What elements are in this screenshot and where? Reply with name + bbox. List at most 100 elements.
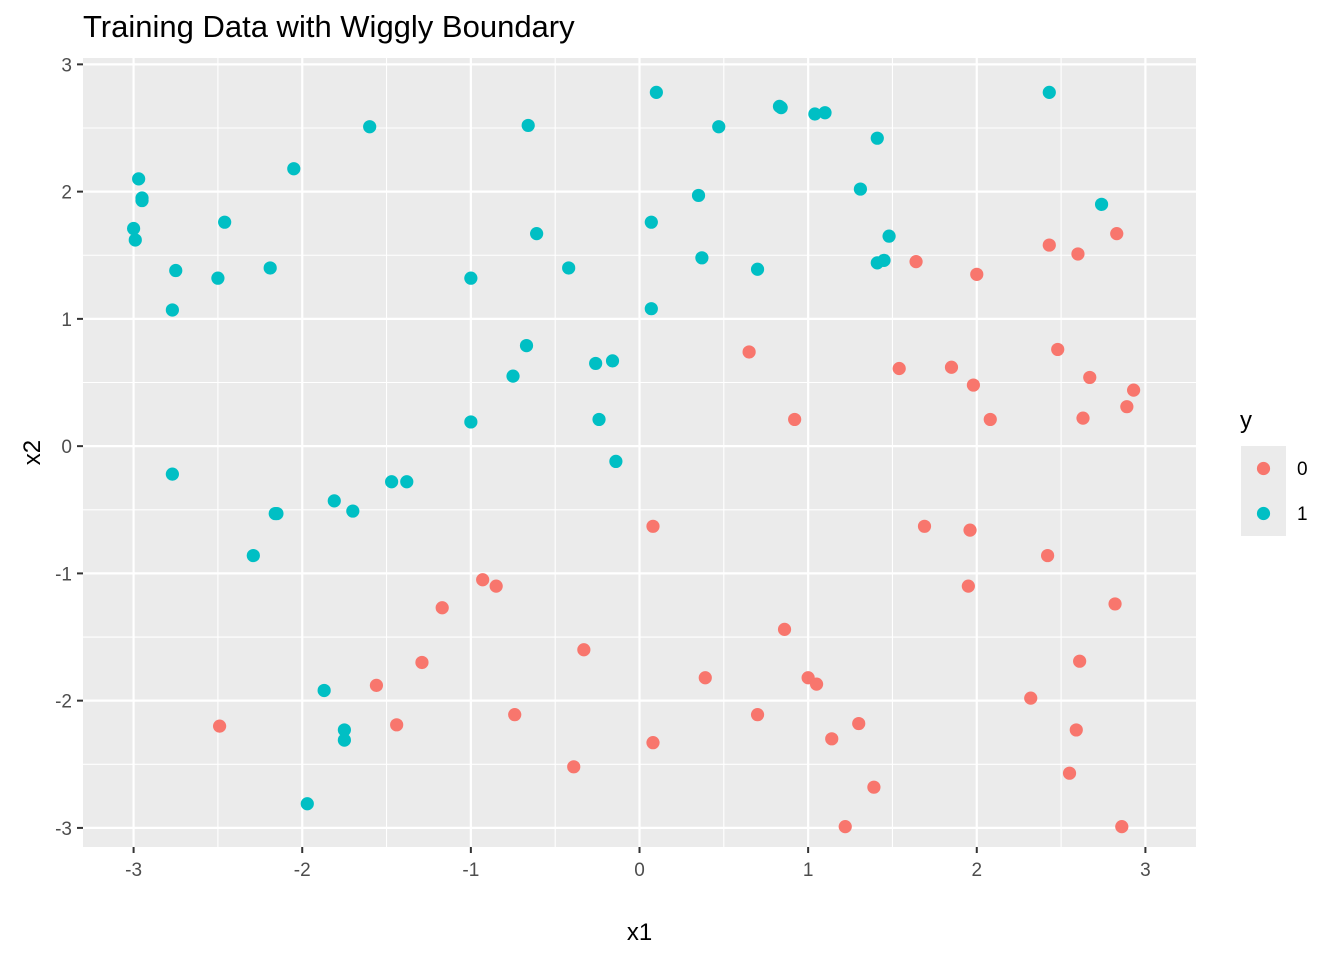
data-point-y1 [464, 271, 478, 285]
data-point-y1 [609, 454, 623, 469]
data-point-y0 [435, 601, 449, 615]
data-point-y1 [263, 261, 277, 275]
data-point-y1 [337, 733, 351, 747]
legend-key-point [1256, 461, 1271, 476]
data-point-y0 [909, 255, 923, 269]
data-point-y1 [1042, 85, 1056, 99]
data-point-y0 [415, 655, 429, 670]
x-axis-title: x1 [627, 919, 652, 946]
data-point-y1 [287, 162, 301, 176]
x-tick-label: 1 [803, 860, 814, 881]
y-tick-label: 3 [61, 55, 72, 76]
data-point-y1 [808, 107, 822, 121]
y-tick-label: -1 [55, 564, 72, 585]
data-point-y1 [327, 494, 341, 508]
data-point-y0 [1042, 238, 1056, 252]
data-point-y1 [464, 415, 478, 429]
data-point-y0 [1073, 654, 1087, 668]
x-tick-label: -2 [294, 860, 311, 881]
data-point-y1 [246, 548, 260, 563]
data-point-y1 [346, 504, 360, 518]
data-point-y1 [126, 221, 141, 236]
data-point-y1 [774, 101, 788, 115]
data-point-y0 [777, 622, 792, 636]
data-point-y0 [1083, 370, 1097, 385]
data-point-y1 [562, 261, 576, 275]
data-point-y0 [390, 718, 404, 732]
data-point-y1 [853, 182, 868, 196]
data-point-y0 [646, 519, 660, 533]
chart-title: Training Data with Wiggly Boundary [83, 9, 575, 44]
data-point-y0 [476, 573, 490, 587]
data-point-y1 [400, 475, 414, 489]
x-tick-label: 2 [971, 860, 982, 881]
y-axis-title: x2 [19, 440, 46, 465]
data-point-y1 [882, 229, 896, 243]
data-point-y1 [1094, 197, 1109, 211]
legend-label: 0 [1297, 459, 1308, 480]
x-tick-label: -1 [462, 860, 479, 881]
data-point-y1 [877, 253, 891, 267]
data-point-y1 [695, 251, 709, 265]
data-point-y0 [1108, 597, 1122, 611]
data-point-y0 [1115, 820, 1129, 834]
data-point-y0 [917, 519, 932, 533]
data-point-y1 [519, 339, 534, 353]
data-point-y0 [646, 736, 660, 750]
data-point-y1 [165, 467, 179, 481]
grid-major [83, 58, 1196, 847]
data-point-y0 [1127, 383, 1141, 397]
data-point-y0 [970, 267, 984, 281]
data-point-y0 [577, 643, 591, 657]
data-point-y1 [605, 354, 620, 368]
legend-title: y [1240, 407, 1252, 434]
axes: -3 -2 -1 0 1 2 3 -3 -2 -1 0 1 2 3 [55, 55, 1151, 881]
data-point-y1 [211, 271, 225, 285]
data-point-y0 [867, 780, 881, 794]
data-point-y1 [644, 302, 658, 316]
data-point-y0 [838, 820, 852, 834]
data-point-y0 [1110, 227, 1124, 241]
data-point-y1 [521, 118, 535, 133]
data-point-y0 [1041, 548, 1055, 563]
data-point-y0 [944, 360, 959, 374]
data-point-y0 [1051, 342, 1065, 357]
data-point-y1 [530, 227, 544, 241]
data-point-y0 [369, 678, 384, 692]
data-point-y1 [135, 193, 149, 208]
data-point-y0 [489, 579, 503, 593]
legend-key-point [1256, 506, 1271, 521]
data-point-y1 [218, 215, 232, 229]
data-point-y1 [385, 475, 399, 489]
data-point-y0 [508, 708, 522, 722]
x-tick-label: 3 [1140, 860, 1151, 881]
data-point-y1 [317, 683, 331, 698]
legend-label: 1 [1297, 504, 1308, 525]
data-point-y0 [212, 719, 227, 733]
data-point-y0 [825, 732, 839, 746]
y-tick-label: 2 [61, 183, 72, 204]
y-tick-label: -2 [55, 692, 72, 713]
legend: y 0 1 [1240, 407, 1308, 536]
y-tick-label: 0 [61, 437, 72, 458]
data-point-y0 [567, 760, 581, 774]
data-point-y1 [337, 723, 351, 737]
x-tick-label: 0 [634, 860, 645, 881]
data-point-y1 [128, 233, 142, 247]
data-point-y1 [644, 215, 658, 229]
data-point-y1 [870, 131, 884, 145]
data-point-y0 [961, 579, 975, 593]
data-point-y1 [712, 120, 726, 134]
data-point-y0 [963, 523, 977, 537]
data-point-y0 [1120, 400, 1134, 414]
data-point-y0 [1071, 247, 1085, 261]
data-point-y1 [165, 303, 179, 317]
data-point-y0 [788, 412, 802, 427]
data-point-y0 [1069, 723, 1083, 737]
data-point-y1 [363, 120, 377, 134]
y-tick-label: -3 [55, 819, 72, 840]
data-point-y0 [983, 412, 997, 427]
data-point-y1 [818, 106, 832, 120]
data-point-y0 [966, 378, 981, 392]
